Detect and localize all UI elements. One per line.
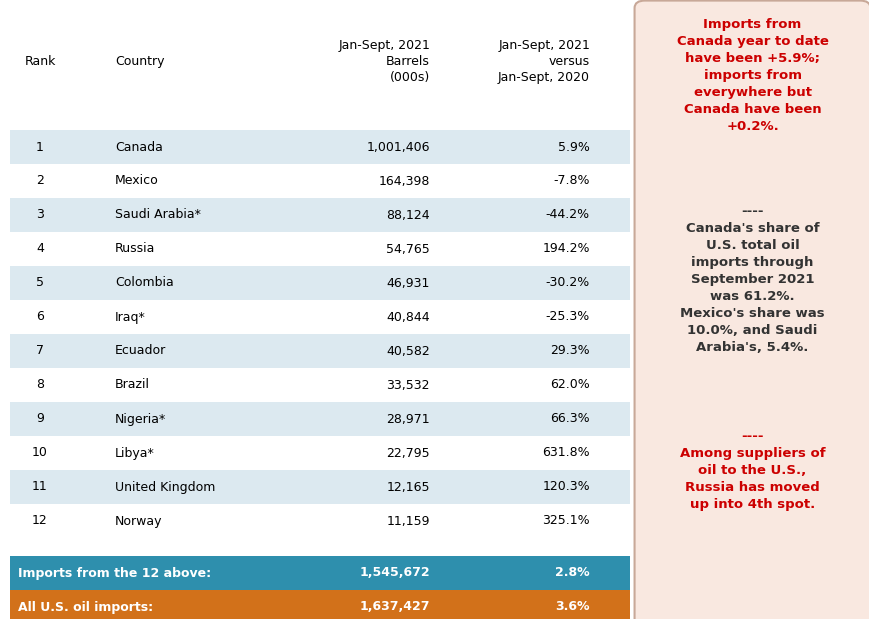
Text: 164,398: 164,398 <box>378 175 429 188</box>
Text: 54,765: 54,765 <box>386 243 429 256</box>
Bar <box>10 232 629 266</box>
Bar <box>10 300 629 334</box>
Text: 62.0%: 62.0% <box>549 378 589 391</box>
Text: 12: 12 <box>32 514 48 527</box>
Text: United Kingdom: United Kingdom <box>115 480 216 493</box>
Text: 2: 2 <box>36 175 44 188</box>
Bar <box>10 334 629 368</box>
Text: 2.8%: 2.8% <box>554 566 589 579</box>
Text: -44.2%: -44.2% <box>545 209 589 222</box>
Bar <box>10 556 629 590</box>
Text: 28,971: 28,971 <box>386 412 429 425</box>
Bar <box>10 266 629 300</box>
Text: Imports from the 12 above:: Imports from the 12 above: <box>18 566 211 579</box>
Text: ----
Among suppliers of
oil to the U.S.,
Russia has moved
up into 4th spot.: ---- Among suppliers of oil to the U.S.,… <box>679 430 825 511</box>
Text: 6: 6 <box>36 311 44 324</box>
Text: 631.8%: 631.8% <box>541 446 589 459</box>
Text: 40,844: 40,844 <box>386 311 429 324</box>
Text: Jan-Sept, 2021
Barrels
(000s): Jan-Sept, 2021 Barrels (000s) <box>338 38 429 85</box>
Text: 1,545,672: 1,545,672 <box>359 566 429 579</box>
Text: Country: Country <box>115 55 164 68</box>
Text: Libya*: Libya* <box>115 446 155 459</box>
Text: 7: 7 <box>36 345 44 358</box>
Text: 22,795: 22,795 <box>386 446 429 459</box>
Text: 3.6%: 3.6% <box>555 600 589 613</box>
Text: ----
Canada's share of
U.S. total oil
imports through
September 2021
was 61.2%.
: ---- Canada's share of U.S. total oil im… <box>680 205 824 354</box>
Text: 8: 8 <box>36 378 44 391</box>
Text: -7.8%: -7.8% <box>553 175 589 188</box>
Text: 66.3%: 66.3% <box>550 412 589 425</box>
Text: Jan-Sept, 2021
versus
Jan-Sept, 2020: Jan-Sept, 2021 versus Jan-Sept, 2020 <box>497 38 589 85</box>
Text: 194.2%: 194.2% <box>542 243 589 256</box>
Text: Mexico: Mexico <box>115 175 158 188</box>
Bar <box>10 436 629 470</box>
Text: -25.3%: -25.3% <box>545 311 589 324</box>
Text: Saudi Arabia*: Saudi Arabia* <box>115 209 201 222</box>
FancyBboxPatch shape <box>634 1 869 619</box>
Text: 11: 11 <box>32 480 48 493</box>
Text: 46,931: 46,931 <box>386 277 429 290</box>
Text: 4: 4 <box>36 243 44 256</box>
Text: 33,532: 33,532 <box>386 378 429 391</box>
Text: Norway: Norway <box>115 514 163 527</box>
Text: 11,159: 11,159 <box>386 514 429 527</box>
Bar <box>10 590 629 619</box>
Bar <box>10 164 629 198</box>
Text: 88,124: 88,124 <box>386 209 429 222</box>
Text: 1,001,406: 1,001,406 <box>366 141 429 154</box>
Text: Nigeria*: Nigeria* <box>115 412 166 425</box>
Bar <box>10 504 629 538</box>
Bar <box>10 368 629 402</box>
Text: 120.3%: 120.3% <box>541 480 589 493</box>
Text: 1,637,427: 1,637,427 <box>359 600 429 613</box>
Text: Canada: Canada <box>115 141 163 154</box>
Text: Colombia: Colombia <box>115 277 174 290</box>
Bar <box>10 470 629 504</box>
Text: 9: 9 <box>36 412 44 425</box>
Text: 3: 3 <box>36 209 44 222</box>
Bar <box>10 198 629 232</box>
Text: 1: 1 <box>36 141 44 154</box>
Text: Brazil: Brazil <box>115 378 149 391</box>
Text: 325.1%: 325.1% <box>541 514 589 527</box>
Text: 5: 5 <box>36 277 44 290</box>
Text: Imports from
Canada year to date
have been +5.9%;
imports from
everywhere but
Ca: Imports from Canada year to date have be… <box>676 18 827 133</box>
Text: 5.9%: 5.9% <box>558 141 589 154</box>
Text: 40,582: 40,582 <box>386 345 429 358</box>
Bar <box>10 402 629 436</box>
Text: Iraq*: Iraq* <box>115 311 146 324</box>
Text: 12,165: 12,165 <box>386 480 429 493</box>
Text: All U.S. oil imports:: All U.S. oil imports: <box>18 600 153 613</box>
Text: Ecuador: Ecuador <box>115 345 166 358</box>
Text: 10: 10 <box>32 446 48 459</box>
Text: -30.2%: -30.2% <box>545 277 589 290</box>
Text: Russia: Russia <box>115 243 156 256</box>
Text: Rank: Rank <box>24 55 56 68</box>
Text: 29.3%: 29.3% <box>550 345 589 358</box>
Bar <box>10 130 629 164</box>
